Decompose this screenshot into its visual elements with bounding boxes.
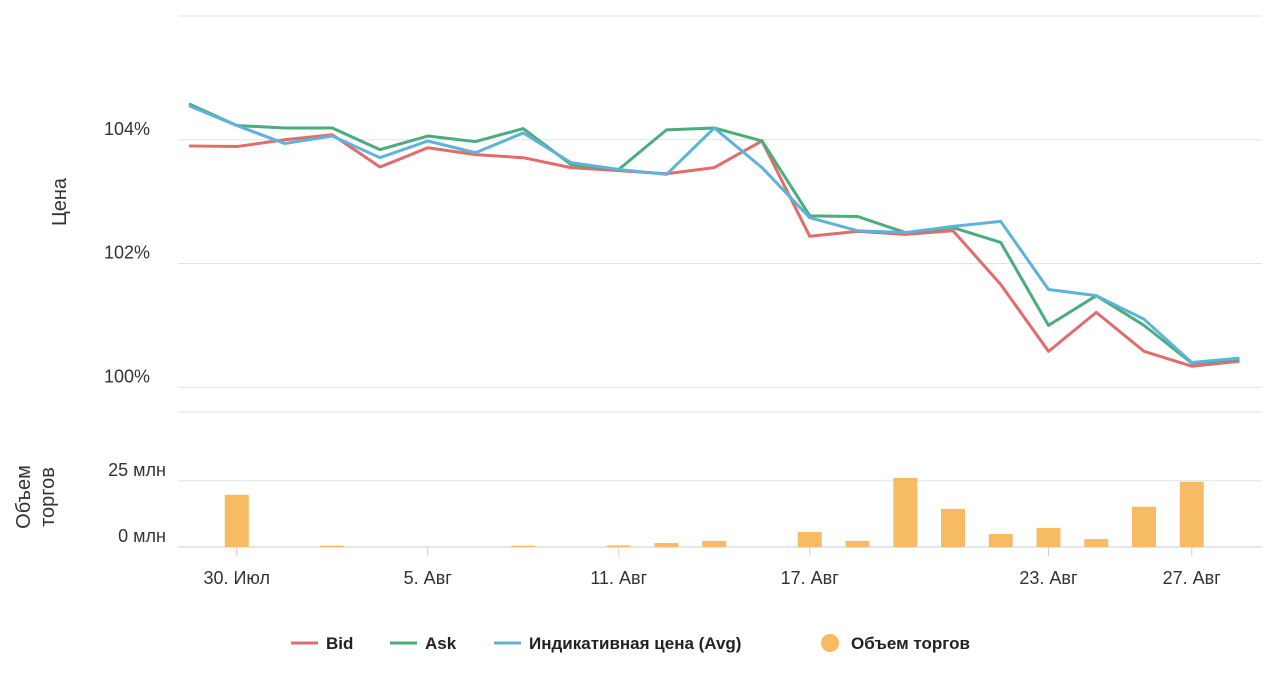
y2-axis-title: Объем торгов bbox=[13, 465, 59, 529]
y2-tick-label: 0 млн bbox=[118, 526, 166, 546]
volume-bar bbox=[702, 540, 727, 547]
volume-bar bbox=[1084, 539, 1109, 547]
y-axis-title: Цена bbox=[49, 177, 71, 226]
price-line bbox=[188, 104, 1240, 364]
x-tick-label: 11. Авг bbox=[590, 568, 647, 588]
legend-label: Ask bbox=[425, 634, 457, 653]
legend-label: Индикативная цена (Avg) bbox=[529, 634, 741, 653]
legend-symbol bbox=[821, 634, 839, 652]
volume-bar bbox=[893, 477, 918, 547]
volume-bar bbox=[320, 545, 345, 547]
x-tick-label: 5. Авг bbox=[404, 568, 453, 588]
volume-bar bbox=[941, 508, 965, 547]
volume-bar bbox=[988, 534, 1013, 547]
x-tick-label: 27. Авг bbox=[1163, 568, 1222, 588]
y-tick-label: 100% bbox=[104, 366, 150, 386]
volume-bar bbox=[1132, 506, 1156, 547]
volume-bar bbox=[224, 494, 249, 547]
x-tick-label: 23. Авг bbox=[1019, 568, 1078, 588]
y-tick-label: 102% bbox=[104, 243, 150, 263]
y2-tick-label: 25 млн bbox=[108, 460, 166, 480]
price-line bbox=[188, 133, 1240, 368]
volume-bar bbox=[606, 545, 631, 547]
volume-bar bbox=[654, 543, 679, 547]
volume-bar bbox=[797, 531, 822, 547]
volume-bar bbox=[1036, 527, 1061, 547]
volume-bar bbox=[845, 540, 870, 547]
x-tick-label: 30. Июл bbox=[203, 568, 270, 588]
volume-bar bbox=[1179, 481, 1204, 547]
x-tick-label: 17. Авг bbox=[781, 568, 840, 588]
y-tick-label: 104% bbox=[104, 119, 150, 139]
volume-bar bbox=[511, 545, 536, 547]
legend-label: Bid bbox=[326, 634, 353, 653]
legend-label: Объем торгов bbox=[851, 634, 970, 653]
